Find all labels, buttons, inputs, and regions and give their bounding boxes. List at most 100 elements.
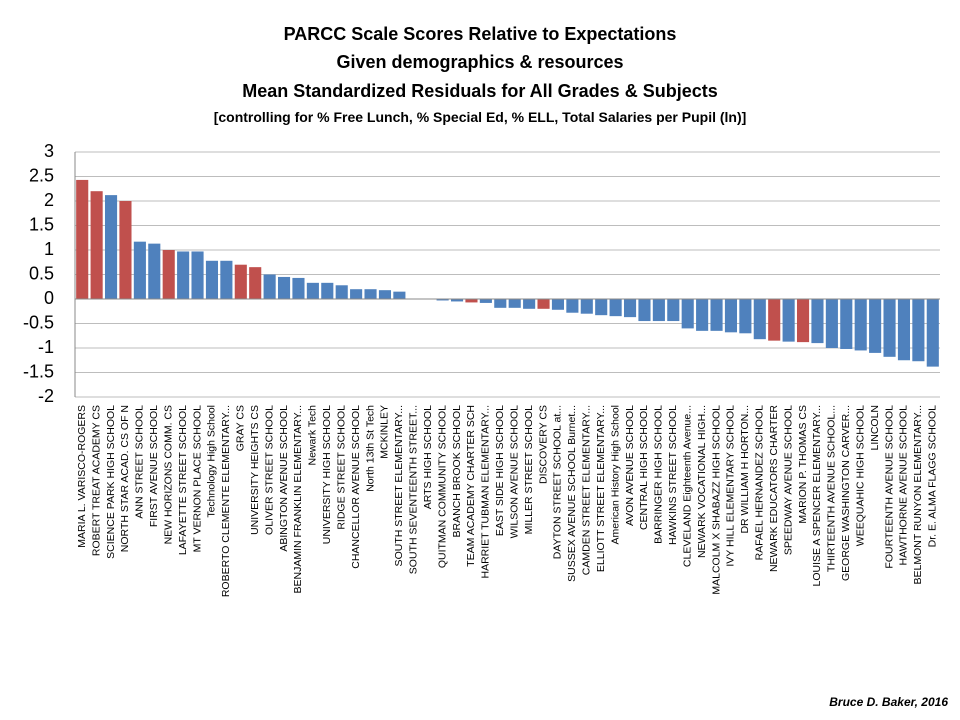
bar [782, 299, 795, 342]
bar [508, 299, 521, 308]
bar [104, 195, 118, 299]
bar [191, 251, 204, 299]
chart-title: Given demographics & resources [336, 52, 623, 72]
bar [840, 299, 853, 349]
bar [335, 285, 348, 299]
bar [393, 291, 406, 299]
x-tick-label: ELLIOTT STREET ELEMENTARY... [595, 405, 607, 572]
bar [681, 299, 694, 329]
y-tick-label: -1 [38, 337, 54, 357]
bar [119, 201, 132, 299]
x-tick-label: AVON AVENUE SCHOOL [624, 405, 636, 526]
y-tick-label: 1.5 [29, 214, 54, 234]
bar [76, 179, 89, 299]
bar [796, 299, 810, 343]
x-tick-label: LINCOLN [869, 405, 881, 451]
x-tick-label: RIDGE STREET SCHOOL [335, 405, 347, 530]
bar [148, 243, 161, 299]
x-tick-label: HAWKINS STREET SCHOOL [667, 405, 679, 545]
x-tick-label: GEORGE WASHINGTON CARVER... [840, 405, 852, 581]
x-tick-label: TEAM ACADEMY CHARTER SCH [465, 405, 477, 567]
x-tick-label: MT VERNON PLACE SCHOOL [191, 405, 203, 553]
bar [494, 299, 507, 308]
y-tick-label: 0.5 [29, 263, 54, 283]
x-tick-label: CENTRAL HIGH SCHOOL [638, 405, 650, 530]
y-tick-label: 1 [44, 239, 54, 259]
x-tick-label: ANN STREET SCHOOL [134, 405, 146, 519]
x-tick-label: FOURTEENTH AVENUE SCHOOL [883, 405, 895, 569]
x-tick-label: CLEVELAND Eighteenth Avenue... [681, 405, 693, 567]
x-tick-label: BARRINGER HIGH SCHOOL [653, 405, 665, 544]
x-tick-label: BENJAMIN FRANKLIN ELEMENTARY... [292, 405, 304, 593]
x-tick-label: MILLER STREET SCHOOL [523, 405, 535, 534]
y-tick-label: 2 [44, 190, 54, 210]
y-tick-label: 2.5 [29, 165, 54, 185]
y-tick-label: 3 [44, 141, 54, 161]
x-tick-label: ROBERT TREAT ACADEMY CS [90, 405, 102, 556]
bar [465, 299, 478, 303]
bar [249, 267, 262, 299]
bar [90, 191, 103, 299]
x-tick-label: MARION P. THOMAS CS [797, 405, 809, 524]
bar [234, 264, 247, 299]
x-tick-label: SCIENCE PARK HIGH SCHOOL [105, 405, 117, 559]
bar [133, 241, 146, 299]
x-tick-label: SOUTH SEVENTEENTH STREET... [408, 405, 420, 574]
bar [854, 299, 867, 351]
x-tick-label: DISCOVERY CS [537, 405, 549, 484]
bar [825, 299, 838, 348]
bar [710, 299, 723, 331]
x-tick-label: ROBERTO CLEMENTE ELEMENTARY... [220, 405, 232, 597]
bar [450, 299, 464, 302]
bar [566, 299, 579, 313]
x-tick-label: FIRST AVENUE SCHOOL [148, 405, 160, 527]
x-tick-label: NEWARK EDUCATORS CHARTER [768, 405, 780, 572]
bar [205, 260, 219, 299]
x-tick-label: RAFAEL HERNANDEZ SCHOOL [754, 405, 766, 561]
bar [652, 299, 665, 322]
x-tick-label: DAYTON STREET SCHOOL at... [552, 405, 564, 559]
bar [638, 299, 651, 322]
x-tick-label: EAST SIDE HIGH SCHOOL [494, 405, 506, 536]
bar [551, 299, 565, 310]
x-tick-label: ARTS HIGH SCHOOL [422, 405, 434, 509]
x-tick-label: WILSON AVENUE SCHOOL [508, 405, 520, 539]
bar [609, 299, 622, 317]
x-tick-label: LOUISE A SPENCER ELEMENTARY... [811, 405, 823, 586]
bar [667, 299, 680, 322]
bar [912, 299, 925, 362]
x-tick-label: MARIA L. VARISCO-ROGERS [76, 405, 88, 548]
bar [436, 299, 449, 301]
x-tick-label: NORTH STAR ACAD. CS OF N [119, 405, 131, 552]
y-tick-label: 0 [44, 288, 54, 308]
footer: Bruce D. Baker, 2016 [829, 695, 948, 709]
x-tick-label: Newark Tech [307, 405, 319, 466]
bar [724, 299, 738, 333]
bar [162, 250, 175, 299]
bar [378, 290, 392, 299]
x-tick-label: North 13th St Tech [364, 405, 376, 492]
x-tick-label: American History High School [609, 405, 621, 544]
x-tick-label: THIRTEENTH AVENUE SCHOOL... [826, 405, 838, 572]
x-tick-label: MALCOLM X SHABAZZ HIGH SCHOOL [710, 405, 722, 595]
y-tick-label: -2 [38, 386, 54, 406]
bar [306, 282, 319, 299]
x-tick-label: QUITMAN COMMUNITY SCHOOL [436, 405, 448, 568]
bar [479, 299, 492, 303]
x-tick-label: SPEEDWAY AVENUE SCHOOL [782, 405, 794, 555]
x-tick-label: ABINGTON AVENUE SCHOOL [278, 405, 290, 552]
bar [739, 299, 752, 334]
bar [897, 299, 911, 361]
x-tick-label: NEWARK VOCATIONAL HIGH... [696, 405, 708, 558]
x-tick-label: UNIVERSITY HEIGHTS CS [249, 405, 261, 535]
bar [523, 299, 536, 309]
x-tick-label: NEW HORIZONS COMM. CS [162, 405, 174, 544]
x-tick-label: Dr. E. ALMA FLAGG SCHOOL [927, 405, 939, 548]
bar [177, 251, 190, 299]
x-tick-label: LAFAYETTE STREET SCHOOL [177, 405, 189, 555]
bar [883, 299, 896, 357]
bar [364, 289, 377, 299]
x-tick-label: HAWTHORNE AVENUE SCHOOL [898, 405, 910, 566]
bar [869, 299, 882, 353]
